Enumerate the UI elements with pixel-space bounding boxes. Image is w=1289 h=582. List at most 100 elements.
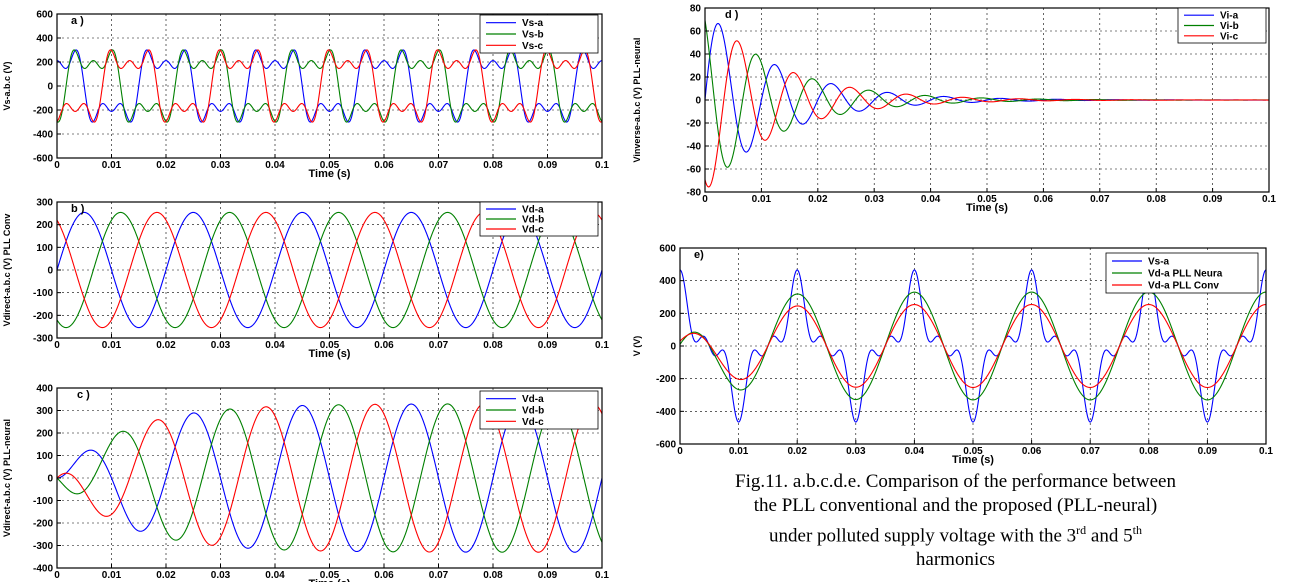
y-axis-label: Vs-a.b.c (V) — [2, 61, 12, 110]
series-line-vd-c — [56, 211, 603, 329]
caption-sup-th: th — [1132, 523, 1142, 537]
caption-line-4: harmonics — [915, 549, 996, 571]
legend-entry: Vd-b — [522, 406, 544, 417]
x-tick-label: 0 — [54, 570, 60, 581]
y-tick-label: -200 — [33, 106, 53, 117]
series-line-vs-c — [56, 49, 603, 123]
x-tick-label: 0.02 — [156, 570, 176, 581]
y-tick-label: 100 — [36, 243, 53, 254]
panel-label: d ) — [725, 9, 739, 21]
series-line-vd-c — [56, 403, 603, 553]
panel-label: c ) — [77, 389, 90, 401]
legend-entry: Vi-c — [1220, 31, 1239, 42]
y-tick-label: -200 — [656, 374, 676, 385]
caption-line-2: the PLL conventional and the proposed (P… — [753, 495, 1158, 516]
x-tick-label: 0.06 — [1022, 446, 1042, 457]
x-tick-label: 0.08 — [483, 570, 503, 581]
y-tick-label: -300 — [33, 541, 53, 552]
legend-entry: Vi-a — [1220, 11, 1239, 22]
x-axis-label: Time (s) — [309, 578, 351, 582]
y-tick-label: 300 — [36, 406, 53, 417]
x-tick-label: 0.08 — [1139, 446, 1159, 457]
y-axis-label: V (V) — [632, 336, 642, 357]
panel-label: b ) — [71, 203, 85, 215]
x-tick-label: 0.08 — [1146, 194, 1166, 205]
x-tick-label: 0.02 — [787, 446, 807, 457]
legend-entry: Vs-a — [1148, 257, 1170, 268]
x-tick-label: 0.07 — [429, 570, 449, 581]
chart-panel-a: 0 0.01 0.02 0.03 0.04 0.05 0.06 0.07 0.08 0.09 0.1… — [0, 0, 628, 181]
series-line-vs-a — [679, 269, 1267, 423]
x-tick-label: 0.06 — [1034, 194, 1054, 205]
x-tick-label: 0.01 — [102, 570, 122, 581]
x-tick-label: 0.09 — [1203, 194, 1223, 205]
chart-e: 0 0.01 0.02 0.03 0.04 0.05 0.06 0.07 0.08 0.09 0.1… — [632, 244, 1273, 467]
x-axis-label: Time (s) — [309, 168, 351, 180]
caption-line-3b: and 5 — [1086, 525, 1133, 547]
x-tick-label: 0 — [54, 160, 60, 171]
y-tick-label: 400 — [36, 34, 53, 45]
x-tick-label: 0.07 — [429, 340, 449, 351]
x-tick-label: 0.01 — [102, 340, 122, 351]
y-tick-label: -60 — [687, 165, 702, 176]
y-tick-label: -400 — [33, 130, 53, 141]
x-tick-label: 0 — [54, 340, 60, 351]
series-line-vd-a-pll-conv — [679, 303, 1267, 389]
legend-entry: Vs-b — [522, 30, 544, 41]
x-tick-label: 0.02 — [156, 340, 176, 351]
y-tick-label: 600 — [36, 10, 53, 21]
series-line-vd-b — [56, 403, 603, 553]
legend: Vs-aVs-bVs-c — [479, 14, 599, 54]
y-tick-label: 200 — [36, 58, 53, 69]
x-tick-label: 0.1 — [595, 340, 609, 351]
panel-label: e) — [694, 249, 704, 261]
chart-panel-c: 0 0.01 0.02 0.03 0.04 0.05 0.06 0.07 0.08 0.09 0.1… — [0, 378, 628, 582]
y-axis-label: Vdirect-a.b.c (V) PLL-neural — [2, 419, 12, 537]
x-tick-label: 0.1 — [1259, 446, 1273, 457]
x-tick-label: 0.06 — [374, 570, 394, 581]
chart-d: 0 0.01 0.02 0.03 0.04 0.05 0.06 0.07 0.08 0.09 0.1… — [632, 4, 1276, 215]
y-tick-label: 60 — [690, 27, 702, 38]
x-tick-label: 0.04 — [265, 570, 285, 581]
y-tick-label: -400 — [656, 407, 676, 418]
panel-label: a ) — [71, 15, 84, 27]
x-tick-label: 0.09 — [538, 160, 558, 171]
x-tick-label: 0.05 — [977, 194, 997, 205]
y-tick-label: 0 — [47, 82, 53, 93]
x-tick-label: 0.01 — [102, 160, 122, 171]
x-tick-label: 0.05 — [320, 570, 340, 581]
x-axis-label: Time (s) — [309, 348, 351, 360]
y-tick-label: -600 — [656, 440, 676, 451]
legend-entry: Vd-c — [522, 417, 544, 428]
y-tick-label: 0 — [47, 474, 53, 485]
legend-entry: Vs-a — [522, 18, 544, 29]
chart-panel-b: 0 0.01 0.02 0.03 0.04 0.05 0.06 0.07 0.08 0.09 0.1… — [0, 192, 628, 362]
x-tick-label: 0.07 — [1090, 194, 1110, 205]
y-tick-label: -20 — [687, 119, 702, 130]
legend-entry: Vd-a PLL Conv — [1148, 281, 1219, 292]
series-line-vd-b — [56, 211, 603, 329]
y-axis-label: Vinverse-a.b.c (V) PLL-neural — [632, 38, 642, 163]
x-tick-label: 0.03 — [846, 446, 866, 457]
legend: Vd-aVd-bVd-c — [479, 201, 599, 237]
figure-caption: Fig.11. a.b.c.d.e. Comparison of the per… — [628, 470, 1283, 572]
x-tick-label: 0.04 — [921, 194, 941, 205]
y-tick-label: 600 — [659, 244, 676, 255]
x-tick-label: 0.02 — [808, 194, 828, 205]
legend-entry: Vs-c — [522, 41, 544, 52]
y-tick-label: 300 — [36, 198, 53, 209]
x-tick-label: 0.07 — [1080, 446, 1100, 457]
y-tick-label: 0 — [47, 266, 53, 277]
legend-entry: Vd-b — [522, 215, 544, 226]
x-tick-label: 0.1 — [595, 160, 609, 171]
y-tick-label: -100 — [33, 496, 53, 507]
x-tick-label: 0.03 — [211, 340, 231, 351]
series-line-vd-a-pll-neura — [679, 291, 1267, 401]
y-axis-label: Vdirect-a.b.c (V) PLL Conv — [2, 214, 12, 327]
chart-b: 0 0.01 0.02 0.03 0.04 0.05 0.06 0.07 0.08 0.09 0.1… — [2, 198, 609, 361]
x-tick-label: 0.09 — [538, 570, 558, 581]
x-axis-label: Time (s) — [966, 202, 1008, 214]
x-tick-label: 0 — [677, 446, 683, 457]
x-tick-label: 0.05 — [963, 446, 983, 457]
x-tick-label: 0.06 — [374, 160, 394, 171]
